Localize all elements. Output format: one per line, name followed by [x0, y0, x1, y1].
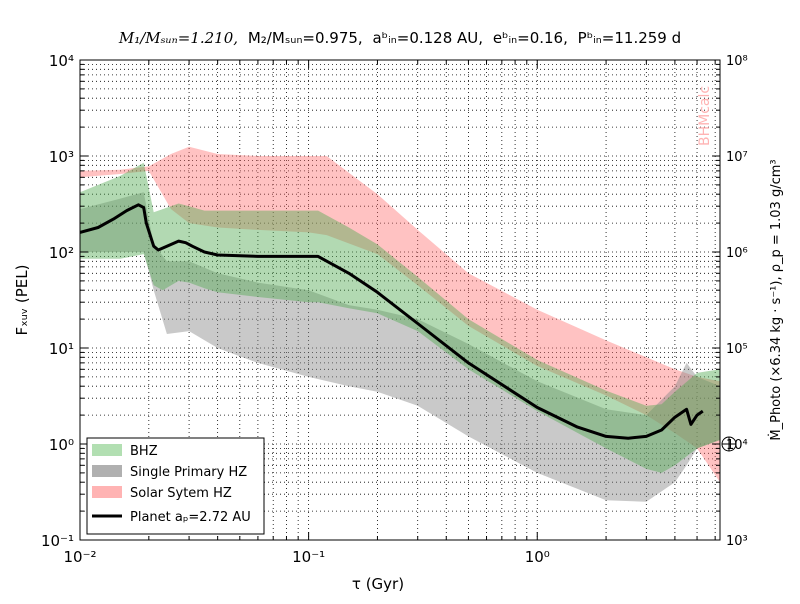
title-ebin: eᵇᵢₙ=0.16,	[493, 29, 568, 47]
chart-title: M₁/Mₛᵤₙ=1.210, M₂/Mₛᵤₙ=0.975, aᵇᵢₙ=0.128…	[118, 29, 681, 47]
x-tick-label: 10⁻²	[63, 548, 96, 566]
ticks: 10⁻² 10⁻¹ 10⁰10⁻¹10⁰10¹10²10³10⁴10³10⁴10⁵1…	[41, 52, 748, 566]
legend: BHZ Single Primary HZ Solar Sytem HZ Pla…	[86, 437, 265, 535]
y-tick-label: 10⁴	[49, 52, 74, 70]
y-right-tick-label: 10³	[726, 534, 748, 549]
legend-box	[86, 437, 265, 535]
y-tick-label: 10²	[49, 244, 74, 262]
lines-layer	[80, 203, 704, 440]
y-tick-label: 10⁰	[49, 436, 74, 454]
plot-frame	[79, 59, 721, 541]
y-tick-label: 10⁻¹	[41, 532, 74, 550]
bhz-band	[80, 162, 720, 473]
title-m2: M₂/Mₛᵤₙ=0.975,	[248, 29, 363, 47]
x-axis-label: τ (Gyr)	[352, 575, 404, 593]
y-tick-label: 10¹	[49, 340, 74, 358]
title-abin: aᵇᵢₙ=0.128 AU,	[372, 29, 483, 47]
y-right-tick-label: 10⁴	[726, 438, 748, 453]
legend-swatch-single	[92, 465, 122, 477]
y-right-tick-label: 10⁸	[726, 54, 748, 69]
x-tick-label: 10⁰	[525, 548, 550, 566]
legend-swatch-solar	[92, 486, 122, 498]
title-pbin: Pᵇᵢₙ=11.259 d	[578, 29, 681, 47]
earth-symbol	[721, 436, 737, 452]
legend-label-planet: Planet aₚ=2.72 AU	[130, 510, 251, 525]
y-tick-label: 10³	[49, 148, 74, 166]
legend-label-single: Single Primary HZ	[130, 465, 247, 480]
legend-label-bhz: BHZ	[130, 444, 158, 459]
y-right-tick-label: 10⁶	[726, 246, 748, 261]
watermark: BHMcalc	[697, 86, 713, 146]
legend-label-solar: Solar Sytem HZ	[130, 486, 232, 501]
y-right-tick-label: 10⁵	[726, 342, 748, 357]
bands-layer	[80, 146, 720, 502]
y-axis-label: Fₓᵤᵥ (PEL)	[13, 265, 31, 336]
y-axis-label-right: Ṁ_Photo (×6.34 kg · s⁻¹), ρ_p = 1.03 g/c…	[768, 159, 784, 440]
title-m1: M₁/Mₛᵤₙ=1.210,	[118, 29, 238, 47]
legend-swatch-bhz	[92, 444, 122, 456]
planet-line	[80, 203, 704, 440]
x-tick-label: 10⁻¹	[292, 548, 325, 566]
single-primary-hz-band	[80, 192, 720, 502]
y-right-tick-label: 10⁷	[726, 150, 748, 165]
grid	[79, 59, 720, 541]
